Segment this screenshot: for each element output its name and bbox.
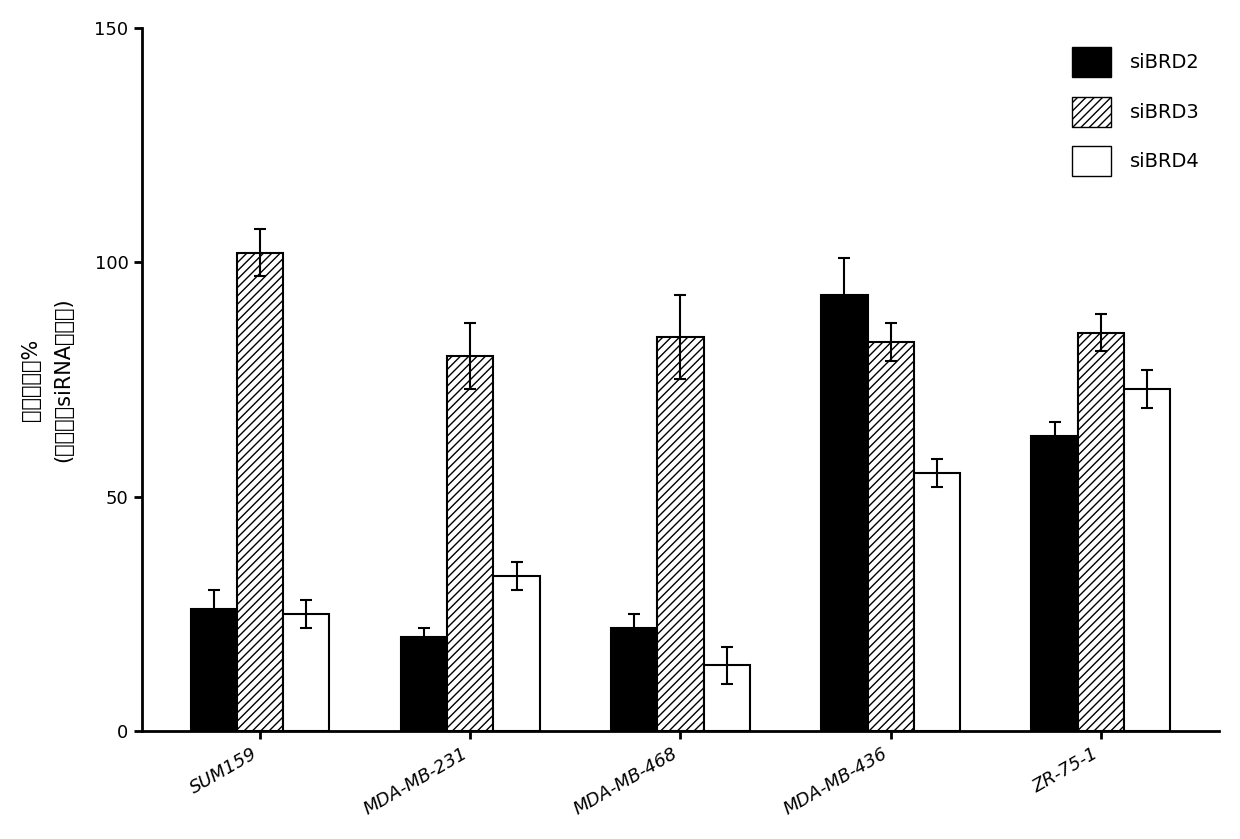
Bar [237, 253, 283, 731]
Bar [868, 342, 914, 731]
Bar [448, 356, 494, 731]
Bar [657, 337, 703, 731]
Bar [611, 628, 657, 731]
Bar [1123, 388, 1171, 731]
Bar [914, 473, 960, 731]
Legend: siBRD2, siBRD3, siBRD4: siBRD2, siBRD3, siBRD4 [1061, 38, 1209, 186]
Y-axis label: 相对光单位%
(通过对照siRNA正规化): 相对光单位% (通过对照siRNA正规化) [21, 297, 73, 461]
Bar [494, 576, 539, 731]
Bar [1032, 435, 1078, 731]
Bar [821, 295, 868, 731]
Bar [191, 609, 237, 731]
Bar [401, 638, 448, 731]
Bar [1078, 332, 1123, 731]
Bar [283, 614, 330, 731]
Bar [703, 665, 750, 731]
